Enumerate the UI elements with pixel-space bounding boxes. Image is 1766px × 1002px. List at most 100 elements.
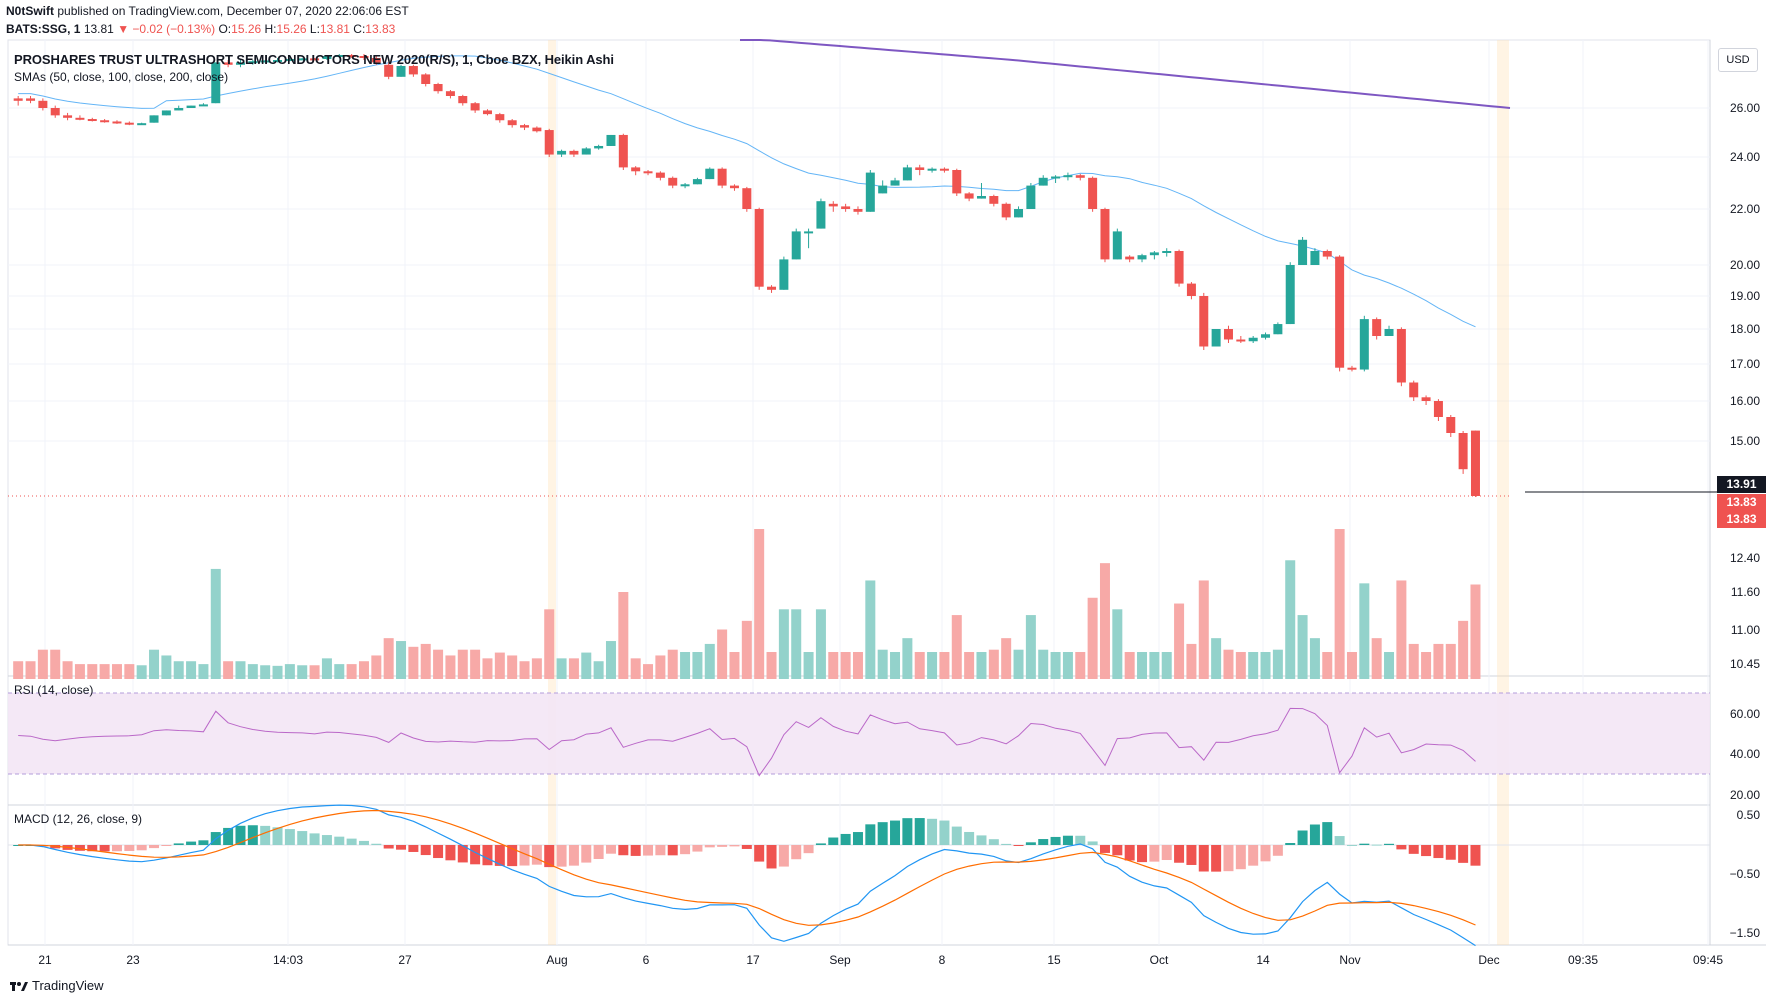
candle-body <box>1051 176 1061 179</box>
candle-body <box>841 206 851 209</box>
volume-bar <box>297 665 308 679</box>
macd-histogram-bar <box>1396 845 1407 850</box>
macd-histogram-bar <box>951 826 962 845</box>
macd-histogram-bar <box>544 845 555 868</box>
candle-body <box>297 58 307 61</box>
candle-body <box>1285 265 1295 325</box>
candle-body <box>38 100 48 108</box>
volume-bar <box>470 649 481 679</box>
volume-bar <box>890 652 901 679</box>
macd-histogram-bar <box>704 845 715 848</box>
candle-body <box>878 185 888 194</box>
candle-body <box>742 188 752 209</box>
candle-body <box>816 201 826 229</box>
macd-histogram-bar <box>865 824 876 845</box>
candle-body <box>174 108 184 111</box>
candle-body <box>705 168 715 180</box>
volume-bar <box>149 649 160 679</box>
footer-logo[interactable]: TradingView <box>10 978 104 993</box>
macd-histogram-bar <box>976 835 987 845</box>
session-highlight <box>1497 40 1509 945</box>
volume-bar <box>556 658 567 679</box>
candle-body <box>470 103 480 111</box>
candle-body <box>433 84 443 92</box>
macd-legend[interactable]: MACD (12, 26, close, 9) <box>14 812 143 826</box>
macd-histogram-bar <box>717 845 728 847</box>
candle-body <box>458 96 468 104</box>
candle-body <box>520 125 530 128</box>
macd-histogram-bar <box>1285 843 1296 845</box>
candle-body <box>75 117 85 120</box>
volume-bar <box>630 658 641 679</box>
volume-bar <box>87 664 98 679</box>
volume-bar <box>198 664 209 679</box>
sma-legend[interactable]: SMAs (50, close, 100, close, 200, close) <box>14 70 229 84</box>
tradingview-logo-icon <box>10 981 28 991</box>
candle-body <box>606 134 616 146</box>
macd-histogram-bar <box>272 827 283 845</box>
macd-histogram-bar <box>1124 845 1135 861</box>
macd-histogram-bar <box>198 840 209 845</box>
time-tick-label: Oct <box>1150 953 1169 967</box>
macd-histogram-bar <box>828 837 839 845</box>
time-tick-label: 15 <box>1047 953 1061 967</box>
candle-body <box>161 110 171 116</box>
candle-body <box>1396 329 1406 383</box>
macd-histogram-bar <box>1137 845 1148 863</box>
volume-bar <box>1396 580 1407 679</box>
macd-histogram-bar <box>1038 839 1049 845</box>
candle-body <box>668 177 678 186</box>
volume-bar <box>988 649 999 679</box>
volume-bar <box>865 580 876 679</box>
macd-histogram-bar <box>1211 845 1222 872</box>
macd-histogram-bar <box>396 845 407 850</box>
volume-bar <box>223 661 234 679</box>
volume-bar <box>1013 649 1024 679</box>
chart-title: PROSHARES TRUST ULTRASHORT SEMICONDUCTOR… <box>14 52 614 67</box>
o-label: O: <box>218 22 232 36</box>
macd-histogram-bar <box>309 833 320 845</box>
macd-histogram-bar <box>482 845 493 866</box>
volume-bar <box>902 638 913 679</box>
volume-bar <box>680 652 691 679</box>
macd-histogram-bar <box>1025 842 1036 845</box>
macd-histogram-bar <box>680 845 691 855</box>
candle-body <box>1038 177 1048 186</box>
candle-body <box>186 105 196 108</box>
candle-body <box>421 74 431 84</box>
volume-bar <box>1272 649 1283 679</box>
candle-body <box>989 196 999 204</box>
published-text: published on TradingView.com, December 0… <box>57 4 409 18</box>
candle-body <box>1100 209 1110 260</box>
price-tick-label: 26.00 <box>1730 101 1760 115</box>
macd-histogram-bar <box>778 845 789 867</box>
volume-bar <box>99 664 110 679</box>
volume-bar <box>1322 652 1333 679</box>
volume-bar <box>568 658 579 679</box>
volume-bar <box>1248 652 1259 679</box>
volume-bar <box>74 664 85 679</box>
footer-brand: TradingView <box>32 978 104 993</box>
candle-body <box>618 134 628 168</box>
macd-histogram-bar <box>667 845 678 856</box>
volume-bar <box>1075 652 1086 679</box>
rsi-legend[interactable]: RSI (14, close) <box>14 683 94 697</box>
candle-body <box>1322 251 1332 257</box>
macd-histogram-bar <box>1297 830 1308 845</box>
l-value: 13.81 <box>319 22 350 36</box>
plot-frame <box>7 39 1711 946</box>
candle-body <box>1137 255 1147 260</box>
macd-histogram-bar <box>1112 845 1123 856</box>
macd-histogram-bar <box>149 845 160 849</box>
volume-bar <box>729 652 740 679</box>
macd-histogram-bar <box>852 832 863 845</box>
price-change: ▼ −0.02 (−0.13%) <box>117 22 216 36</box>
candle-body <box>1359 319 1369 370</box>
volume-bar <box>1458 620 1469 679</box>
time-tick-label: 8 <box>939 953 946 967</box>
time-tick-label: Nov <box>1339 953 1360 967</box>
macd-histogram-bar <box>420 845 431 856</box>
currency-button[interactable]: USD <box>1718 48 1758 72</box>
author-name[interactable]: N0tSwift <box>6 4 54 18</box>
